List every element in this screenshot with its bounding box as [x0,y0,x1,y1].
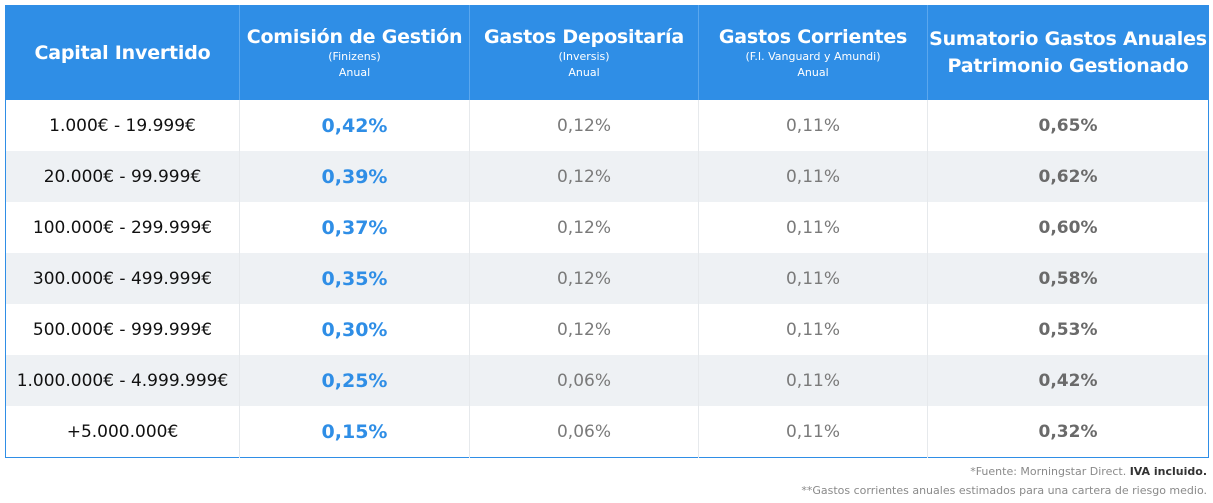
vat-included-note: IVA incluido. [1129,465,1207,478]
depositary-fee-cell: 0,12% [469,304,699,355]
depositary-fee-cell: 0,12% [469,100,699,151]
header-depositary-title: Gastos Depositaría [484,26,684,48]
capital-cell: 1.000€ - 19.999€ [49,115,196,136]
total-expenses-cell: 0,32% [927,406,1209,458]
current-expenses-footnote: **Gastos corrientes anuales estimados pa… [801,484,1207,497]
header-management-title: Comisión de Gestión [246,26,463,48]
depositary-fee-cell: 0,06% [469,406,699,458]
table-row: +5.000.000€ 0,15% 0,06% 0,11% 0,32% [6,406,1209,458]
depositary-fee-cell: 0,06% [469,355,699,406]
management-fee-cell: 0,39% [239,151,470,202]
header-current-expenses: Gastos Corrientes (F.I. Vanguard y Amund… [698,5,928,100]
total-expenses-cell: 0,42% [927,355,1209,406]
current-expenses-cell: 0,11% [698,304,928,355]
capital-cell: 300.000€ - 499.999€ [5,253,240,304]
table-row: 500.000€ - 999.999€ 0,30% 0,12% 0,11% 0,… [6,304,1209,355]
capital-cell: 1.000.000€ - 4.999.999€ [5,355,240,406]
header-depositary-fee: Gastos Depositaría (Inversis) Anual [469,5,699,100]
footnotes: *Fuente: Morningstar Direct. IVA incluid… [801,462,1207,500]
header-current-subtitle: (F.I. Vanguard y Amundi) [745,50,881,63]
header-total-expenses: Sumatorio Gastos Anuales Patrimonio Gest… [927,5,1209,100]
depositary-fee-cell: 0,12% [469,202,699,253]
total-expenses-cell: 0,53% [927,304,1209,355]
total-expenses-cell: 0,60% [927,202,1209,253]
depositary-fee-cell: 0,12% [469,253,699,304]
current-expenses-cell: 0,11% [698,202,928,253]
header-depositary-subtitle: (Inversis) [558,50,610,63]
source-footnote: *Fuente: Morningstar Direct. IVA incluid… [801,462,1207,481]
header-row: Capital Invertido Comisión de Gestión (F… [5,5,1209,100]
management-fee-cell: 0,35% [239,253,470,304]
table-row: 100.000€ - 299.999€ 0,37% 0,12% 0,11% 0,… [6,202,1209,253]
header-total-title-line2: Patrimonio Gestionado [947,55,1189,77]
current-expenses-cell: 0,11% [698,355,928,406]
fees-table: Capital Invertido Comisión de Gestión (F… [5,5,1209,458]
current-expenses-cell: 0,11% [698,151,928,202]
header-current-title: Gastos Corrientes [718,26,908,48]
management-fee-cell: 0,25% [239,355,470,406]
depositary-fee-cell: 0,12% [469,151,699,202]
management-fee-cell: 0,37% [239,202,470,253]
total-expenses-cell: 0,65% [927,100,1209,151]
table-row: 1.000.000€ - 4.999.999€ 0,25% 0,06% 0,11… [5,355,1209,406]
capital-cell: +5.000.000€ [66,421,179,442]
total-expenses-cell: 0,58% [927,253,1209,304]
header-total-title-line1: Sumatorio Gastos Anuales [929,28,1207,50]
table-row: 300.000€ - 499.999€ 0,35% 0,12% 0,11% 0,… [5,253,1209,304]
header-capital: Capital Invertido [5,5,240,100]
table-header: Capital Invertido Comisión de Gestión (F… [5,5,1209,100]
table-body: 1.000€ - 19.999€ 0,42% 0,12% 0,11% 0,65%… [5,100,1209,458]
current-expenses-cell: 0,11% [698,100,928,151]
management-fee-cell: 0,15% [239,406,470,458]
table-row: 20.000€ - 99.999€ 0,39% 0,12% 0,11% 0,62… [5,151,1209,202]
source-footnote-text: *Fuente: Morningstar Direct. [970,465,1130,478]
header-management-subtitle: (Finizens) [328,50,381,63]
capital-cell: 500.000€ - 999.999€ [32,319,213,340]
header-management-fee: Comisión de Gestión (Finizens) Anual [239,5,470,100]
capital-cell: 100.000€ - 299.999€ [32,217,213,238]
header-capital-title: Capital Invertido [34,42,211,64]
header-current-note: Anual [797,66,829,79]
header-management-note: Anual [338,66,371,79]
table-row: 1.000€ - 19.999€ 0,42% 0,12% 0,11% 0,65% [6,100,1209,151]
management-fee-cell: 0,30% [239,304,470,355]
current-expenses-cell: 0,11% [698,406,928,458]
management-fee-cell: 0,42% [239,100,470,151]
capital-cell: 20.000€ - 99.999€ [5,151,240,202]
current-expenses-cell: 0,11% [698,253,928,304]
header-depositary-note: Anual [568,66,600,79]
total-expenses-cell: 0,62% [927,151,1209,202]
